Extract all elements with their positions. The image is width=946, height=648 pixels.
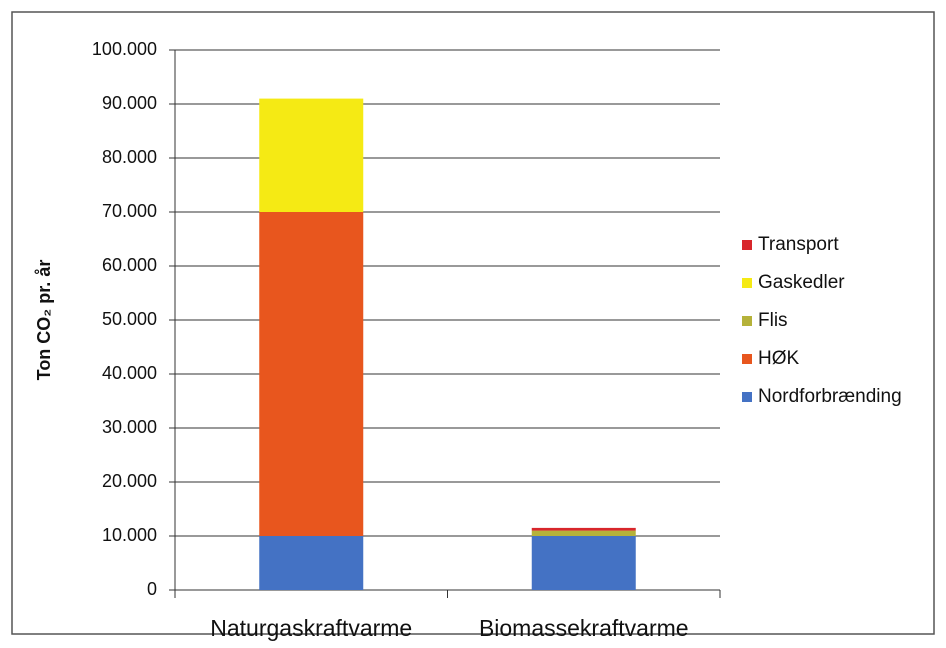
bar-segment — [531, 527, 636, 531]
y-tick-label: 20.000 — [102, 471, 157, 491]
y-tick-label: 70.000 — [102, 201, 157, 221]
legend-label: Flis — [758, 310, 788, 331]
legend-label: Transport — [758, 234, 839, 255]
x-tick-label: Naturgaskraftvarme — [210, 615, 412, 641]
y-tick-label: 60.000 — [102, 255, 157, 275]
bar-segment — [259, 536, 364, 590]
legend-swatch — [742, 240, 752, 250]
bar-segment — [259, 98, 364, 212]
bar-segment — [259, 212, 364, 536]
y-tick-label: 30.000 — [102, 417, 157, 437]
y-tick-label: 100.000 — [92, 39, 157, 59]
legend-swatch — [742, 392, 752, 402]
x-tick-label: Biomassekraftvarme — [479, 615, 689, 641]
chart-frame — [11, 11, 935, 635]
legend-label: HØK — [758, 348, 800, 369]
legend-label: Gaskedler — [758, 272, 845, 293]
legend-label: Nordforbrænding — [758, 386, 902, 407]
bar-segment — [531, 530, 636, 536]
y-axis-label: Ton CO₂ pr. år — [34, 260, 54, 381]
y-tick-label: 10.000 — [102, 525, 157, 545]
legend-swatch — [742, 316, 752, 326]
y-tick-label: 0 — [147, 579, 157, 599]
y-tick-label: 80.000 — [102, 147, 157, 167]
legend-swatch — [742, 278, 752, 288]
bar-segment — [531, 536, 636, 590]
y-tick-label: 50.000 — [102, 309, 157, 329]
y-tick-label: 90.000 — [102, 93, 157, 113]
legend-swatch — [742, 354, 752, 364]
y-tick-label: 40.000 — [102, 363, 157, 383]
